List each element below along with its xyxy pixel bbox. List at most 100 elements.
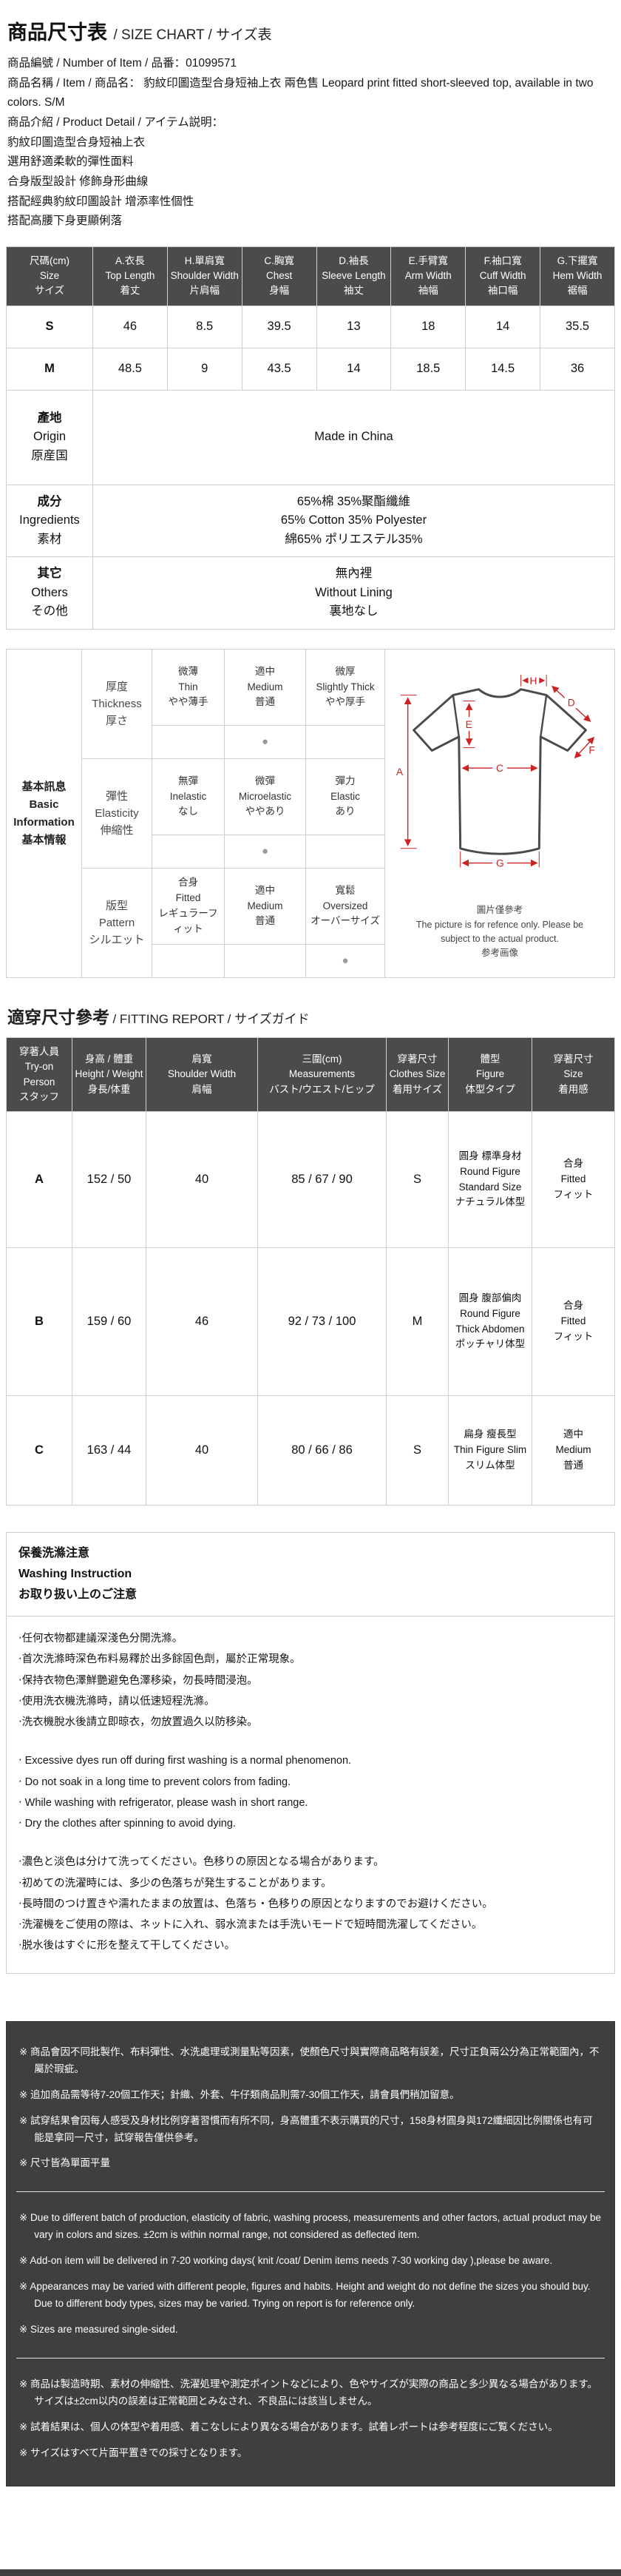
elasticity-dot-inelastic — [152, 834, 225, 869]
clothes-size-cell: M — [386, 1247, 449, 1397]
clothes-size-cell: S — [386, 1395, 449, 1506]
fit-cell: 合身 Fitted フィット — [532, 1111, 615, 1249]
washing-body: ‧任何衣物都建議深淺色分開洗滌。 ‧首次洗滌時深色布料易釋於出多餘固色劑，屬於正… — [7, 1616, 614, 1973]
height-weight-cell: 159 / 60 — [72, 1247, 146, 1397]
size-row-m: M 48.5 9 43.5 14 18.5 14.5 36 — [6, 347, 615, 391]
note-line: ※ サイズはすべて片面平置きでの採寸となります。 — [19, 2447, 248, 2458]
notes-en: ※ Due to different batch of production, … — [16, 2191, 605, 2358]
col-header-height-weight: 身高 / 體重 Height / Weight 身長/体重 — [72, 1037, 146, 1113]
value-cell: 14 — [465, 305, 541, 348]
size-table: 尺碼(cm) Size サイズ A.衣長 Top Length 着丈 H.單肩寬 Shou… — [6, 246, 615, 630]
col-header-size: 尺碼(cm) Size サイズ — [6, 246, 93, 306]
measurements-cell: 80 / 66 / 86 — [257, 1395, 387, 1506]
note-line: ※ Due to different batch of production, … — [19, 2212, 601, 2241]
wash-line: ‧長時間のつけ置きや濡れたままの放置は、色落ち・色移りの原因となりますのでお避け… — [18, 1898, 493, 1910]
measurements-cell: 92 / 73 / 100 — [257, 1247, 387, 1397]
washing-instructions-box: 保養洗滌注意 Washing Instruction お取り扱い上のご注意 ‧任… — [6, 1532, 615, 1974]
others-label: 其它 Others その他 — [6, 556, 93, 630]
col-header-figure: 體型 Figure 体型タイプ — [448, 1037, 532, 1113]
ingredients-row: 成分 Ingredients 素材 65%棉 35%聚酯纖維 65% Cotto… — [6, 484, 615, 558]
tshirt-diagram: A C D E F G H — [396, 674, 595, 870]
wash-line: ‧脱水後はすぐに形を整えて干してください。 — [18, 1940, 236, 1952]
note-line: ※ 商品會因不同批製作、布料彈性、水洗處理或測量點等因素，使顏色尺寸與實際商品略… — [19, 2046, 600, 2074]
diagram-label-d: D — [568, 697, 575, 709]
measurement-diagram: A C D E F G H 圖片僅參考 The picture is for r… — [384, 649, 615, 979]
origin-label: 產地 Origin 原産国 — [6, 389, 93, 485]
note-line: ※ 尺寸皆為單面平量 — [19, 2157, 111, 2169]
elasticity-option-inelastic: 無彈 Inelastic なし — [152, 758, 225, 836]
measurements-cell: 85 / 67 / 90 — [257, 1111, 387, 1249]
page-title: 商品尺寸表 / SIZE CHART / サイズ表 — [7, 16, 615, 45]
diagram-label-a: A — [396, 766, 404, 778]
thickness-option-thick: 微厚 Slightly Thick やや厚手 — [305, 649, 385, 726]
wash-line: ‧任何衣物都建議深淺色分開洗滌。 — [18, 1633, 183, 1645]
diagram-caption: 圖片僅參考 The picture is for refence only. P… — [415, 905, 584, 959]
col-header-top-length: A.衣長 Top Length 着丈 — [92, 246, 168, 306]
wash-line: ‧洗衣機脫水後請立即晾衣，勿放置過久以防移染。 — [18, 1716, 258, 1729]
detail-line: 豹紋印圖造型合身短袖上衣 — [7, 135, 146, 149]
value-cell: 46 — [92, 305, 168, 348]
col-header-clothes-size: 穿著尺寸 Clothes Size 着用サイズ — [386, 1037, 449, 1113]
shoulder-cell: 40 — [146, 1395, 258, 1506]
col-header-size-feel: 穿著尺寸 Size 着用感 — [532, 1037, 615, 1113]
value-cell: 9 — [166, 347, 242, 391]
note-line: ※ 試穿結果會因每人感受及身材比例穿著習慣而有所不同，身高體重不表示購買的尺寸，… — [19, 2114, 593, 2143]
elasticity-option-elastic: 彈力 Elastic あり — [305, 758, 385, 836]
height-weight-cell: 152 / 50 — [72, 1111, 146, 1249]
wash-line: ‧ While washing with refrigerator, pleas… — [18, 1796, 308, 1809]
detail-line: 合身版型設計 修飾身形曲線 — [7, 175, 149, 188]
pattern-dot-medium — [224, 944, 306, 979]
person-cell: A — [6, 1111, 72, 1249]
detail-line: 選用舒適柔軟的彈性面料 — [7, 155, 134, 169]
thickness-dot-thin — [152, 725, 225, 760]
detail-line: 搭配高腰下身更顯俐落 — [7, 215, 123, 228]
value-cell: 14.5 — [465, 347, 541, 391]
size-cell: M — [6, 347, 93, 391]
page-title-translations: / SIZE CHART / サイズ表 — [113, 27, 272, 43]
basic-info-section-label: 基本訊息 Basic Information 基本情報 — [6, 649, 82, 979]
product-detail-label: 商品介紹 / Product Detail / アイテム説明： — [7, 115, 224, 129]
fitting-report-table: 穿著人員 Try-on Person スタッフ 身高 / 體重 Height / We… — [6, 1037, 615, 1506]
figure-cell: 圓身 腹部偏肉 Round Figure Thick Abdomen ポッチャリ体型 — [448, 1247, 532, 1397]
pattern-label: 版型 Pattern シルエット — [81, 868, 152, 979]
note-line: ※ Appearances may be varied with differe… — [19, 2281, 591, 2310]
diagram-label-f: F — [588, 744, 594, 756]
value-cell: 18 — [390, 305, 466, 348]
notes-zh: ※ 商品會因不同批製作、布料彈性、水洗處理或測量點等因素，使顏色尺寸與實際商品略… — [16, 2026, 605, 2192]
col-header-shoulder-width: 肩寬 Shoulder Width 肩幅 — [146, 1037, 258, 1113]
wash-line: ‧使用洗衣機洗滌時，請以低速短程洗滌。 — [18, 1695, 215, 1707]
value-cell: 36 — [540, 347, 615, 391]
notes-ja: ※ 商品は製造時期、素材の伸縮性、洗濯処理や測定ポイントなどにより、色やサイズが… — [16, 2358, 605, 2481]
person-cell: C — [6, 1395, 72, 1506]
fitting-row-c: C 163 / 44 40 80 / 66 / 86 S 扁身 瘦長型 Thin … — [6, 1395, 615, 1506]
wash-line: ‧首次洗滌時深色布料易釋於出多餘固色劑，屬於正常現象。 — [18, 1653, 301, 1666]
col-header-cuff: F.袖口寬 Cuff Width 袖口幅 — [465, 246, 541, 306]
size-table-header-row: 尺碼(cm) Size サイズ A.衣長 Top Length 着丈 H.單肩寬 Shou… — [6, 246, 615, 306]
note-line: ※ 追加商品需等待7-20個工作天；針織、外套、牛仔類商品則需7-30個工作天，… — [19, 2088, 460, 2100]
next-section-bar — [0, 2569, 621, 2576]
thickness-option-thin: 微薄 Thin やや薄手 — [152, 649, 225, 726]
diagram-label-h: H — [529, 675, 537, 687]
value-cell: 35.5 — [540, 305, 615, 348]
value-cell: 13 — [316, 305, 392, 348]
pattern-option-fitted: 合身 Fitted レギュラーフィット — [152, 868, 225, 945]
pattern-dot-oversized: ● — [305, 944, 385, 979]
col-header-shoulder: H.單肩寬 Shoulder Width 片肩幅 — [166, 246, 242, 306]
fitting-row-a: A 152 / 50 40 85 / 67 / 90 S 圓身 標準身材 Roun… — [6, 1111, 615, 1249]
wash-line: ‧保持衣物色澤鮮艷避免色澤移染，勿長時間浸泡。 — [18, 1674, 258, 1687]
wash-line: ‧初めての洗濯時には、多少の色落ちが発生することがあります。 — [18, 1877, 332, 1889]
note-line: ※ 商品は製造時期、素材の伸縮性、洗濯処理や測定ポイントなどにより、色やサイズが… — [19, 2378, 597, 2407]
ingredients-label: 成分 Ingredients 素材 — [6, 484, 93, 558]
washing-title: 保養洗滌注意 Washing Instruction お取り扱い上のご注意 — [7, 1533, 614, 1617]
elasticity-dot-elastic — [305, 834, 385, 869]
col-header-sleeve: D.袖長 Sleeve Length 袖丈 — [316, 246, 392, 306]
wash-line: ‧ Do not soak in a long time to prevent … — [18, 1776, 291, 1788]
fitting-row-b: B 159 / 60 46 92 / 73 / 100 M 圓身 腹部偏肉 Rou… — [6, 1247, 615, 1397]
thickness-dot-medium: ● — [224, 725, 306, 760]
page-title-zh: 商品尺寸表 — [7, 21, 107, 44]
value-cell: 48.5 — [92, 347, 168, 391]
col-header-chest: C.胸寬 Chest 身幅 — [241, 246, 317, 306]
person-cell: B — [6, 1247, 72, 1397]
elasticity-dot-microelastic: ● — [224, 834, 306, 869]
